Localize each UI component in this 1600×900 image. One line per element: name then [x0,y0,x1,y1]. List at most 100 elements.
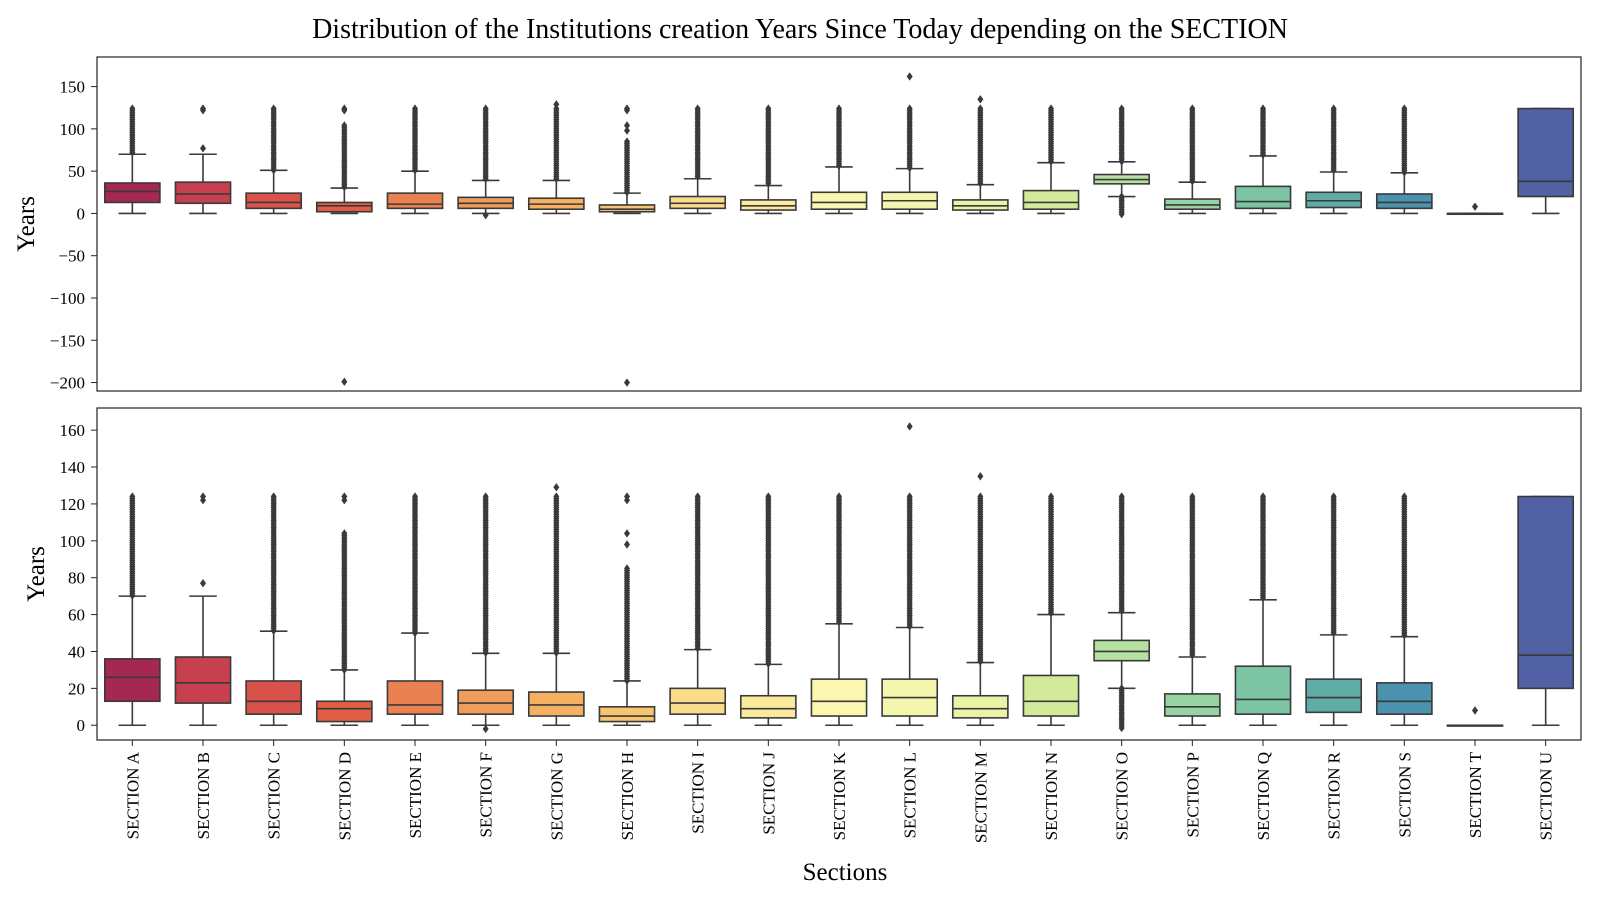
panel1-ytick-label: 150 [60,78,86,97]
panel1-section-h-box [598,204,656,213]
panel2-section-b-box [174,656,232,704]
x-tick-label: SECTION L [901,752,920,838]
panel1-section-m-box [951,199,1009,211]
panel1-section-b-box [174,181,232,205]
panel1-ytick-label: 50 [68,162,85,181]
panel1-ytick-label: 0 [77,204,86,223]
panel1-ytick-label: −50 [58,247,85,266]
x-tick-label: SECTION P [1183,752,1202,837]
panel2-section-f-box [457,689,515,715]
x-tick-label: SECTION N [1042,752,1061,840]
top-y-axis-label: Years [13,196,40,252]
panel1-section-r-box [1305,191,1363,209]
panel2-section-l-upper-flier-59 [906,622,913,631]
panel2-section-m-box [951,694,1009,719]
panel2-section-m-upper-flier-75 [977,657,984,666]
panel2-section-g-flier-0 [553,483,560,492]
x-tick-label: SECTION F [477,752,496,837]
panel1-ytick-label: −100 [50,289,85,308]
panel2-section-i-box [669,687,727,715]
panel2-section-q-box [1234,665,1292,715]
panel1-ytick-label: −150 [50,331,85,350]
panel1-section-n-box [1022,189,1080,211]
x-tick-label: SECTION S [1395,752,1414,837]
panel2-section-r-upper-flier-62 [1330,628,1337,638]
x-tick-label: SECTION K [830,751,849,840]
panel2-section-q-upper-flier-46 [1259,593,1267,602]
panel1-section-b-flier-2 [199,104,207,113]
panel1-section-h-upper-flier-23 [623,187,631,197]
x-tick-label: SECTION J [759,752,778,835]
panel2-section-h-flier-0 [623,540,631,549]
panel1-section-n-upper-flier-24 [1047,157,1055,166]
panel2-section-g-upper-flier-71 [553,648,560,657]
panel1-ytick-label: 100 [60,120,86,139]
panel2-section-h-upper-flier-51 [623,676,631,685]
panel2-section-s-upper-flier-63 [1401,630,1408,640]
panel2-section-n-upper-flier-53 [1047,608,1055,618]
bottom-y-axis-label: Years [23,546,50,602]
panel2-section-p-upper-flier-72 [1189,650,1196,660]
panel1-section-d-upper-flier-28 [341,182,348,192]
panel1-section-o-upper-flier-24 [1118,157,1125,166]
x-tick-label: SECTION B [194,752,213,839]
panel1-section-h-flier-3 [623,104,631,113]
panel1-ytick-label: −200 [50,374,85,393]
x-tick-label: SECTION E [406,752,425,838]
panel1-section-u-box [1517,107,1575,198]
x-tick-label: SECTION R [1325,751,1344,839]
panel2-ytick-label: 160 [60,421,86,440]
panel2-section-e-upper-flier-62 [411,628,419,638]
panel2-ytick-label: 100 [60,532,86,551]
panel1-section-g-upper-flier-32 [553,174,560,184]
x-tick-label: SECTION C [265,752,284,839]
panel2-ytick-label: 80 [68,569,85,588]
panel1-section-q-box [1234,185,1292,210]
panel1-section-h-flier-1 [623,121,631,130]
panel1-section-p-upper-flier-33 [1189,176,1196,186]
panel1-section-e-box [386,192,444,210]
panel2-section-c-upper-flier-61 [270,626,277,635]
panel1-section-q-upper-flier-21 [1259,150,1267,159]
panel2-section-c-box [245,680,303,715]
panel1-section-e-upper-flier-28 [411,165,419,175]
panel1-section-d-flier-2 [341,377,348,386]
x-tick-label: SECTION U [1537,752,1556,840]
panel1-section-a-upper-flier-20 [129,148,136,157]
panel1-section-f-lower-flier [482,210,489,220]
panel1-section-p-box [1163,198,1221,211]
panel2-section-g-box [527,691,585,717]
panel2-section-h-flier-3 [623,492,631,501]
panel1-section-o-lower-flier-8 [1118,209,1125,219]
panel2-section-f-upper-flier-71 [482,648,489,657]
panel2-section-b-flier-2 [199,492,207,501]
x-tick-label: SECTION G [547,752,566,840]
panel1-section-d-flier-1 [341,104,348,113]
panel1-section-i-box [669,195,727,210]
panel1-section-c-box [245,192,303,210]
panel2-ytick-label: 140 [60,458,86,477]
panel1-section-a-box [103,182,161,204]
panel1-section-r-upper-flier-28 [1330,165,1337,175]
panel2-section-e-box [386,680,444,715]
panel2-section-o-lower-flier-18 [1118,723,1125,733]
panel2-section-l-flier-0 [906,422,913,431]
panel2-section-i-upper-flier-69 [694,644,701,653]
panel2-section-n-box [1022,674,1080,717]
panel2-section-h-box [598,705,656,723]
plot-layer: −200 −150 −100 −50 0 50 100 150 0 20 40 60 80 100 120 1… [50,72,1575,843]
panel1-section-c-upper-flier-28 [270,165,277,175]
panel2-section-k-box [810,678,868,717]
panel2-section-d-box [315,700,373,723]
x-tick-label: SECTION A [123,751,142,839]
panel2-section-t-flier-0 [1471,706,1479,715]
panel1-section-l-flier-0 [906,72,913,81]
panel2-section-a-upper-flier-45 [129,591,136,600]
panel2-ytick-label: 60 [68,606,85,625]
panel1-section-d-box [315,201,373,213]
panel1-section-k-upper-flier-26 [835,161,843,170]
panel1-section-l-upper-flier-27 [906,163,913,173]
panel1-section-j-upper-flier-34 [765,179,772,188]
panel2-section-b-flier-0 [199,579,207,588]
